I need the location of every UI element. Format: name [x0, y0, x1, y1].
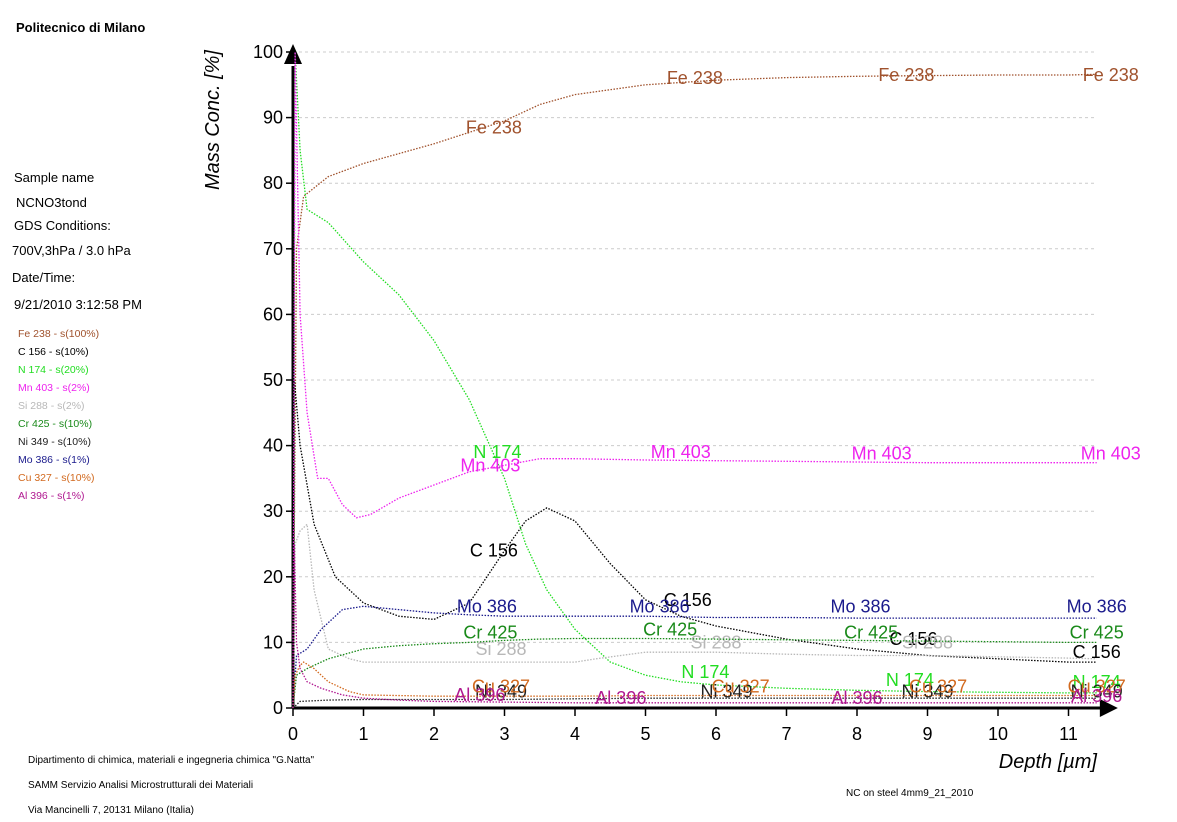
series-label: N 174 [473, 442, 521, 462]
legend: Fe 238 - s(100%) C 156 - s(10%) N 174 - s(… [18, 325, 99, 505]
series-label: Cu 327 [909, 676, 967, 696]
series-line [292, 661, 1097, 709]
series-label: Mn 403 [651, 442, 711, 462]
series-label: Ni 349 [901, 682, 953, 702]
y-tick-label: 10 [263, 632, 283, 652]
series-label: Mo 386 [831, 596, 891, 616]
series-line [292, 51, 1097, 709]
series-label: Cr 425 [463, 623, 517, 643]
series-label: Fe 238 [1083, 65, 1139, 85]
y-axis-label: Mass Conc. [%] [202, 50, 224, 190]
legend-item: Mn 403 - s(2%) [18, 382, 90, 394]
series-label: Mn 403 [460, 455, 520, 475]
legend-item: Cu 327 - s(10%) [18, 472, 95, 484]
x-tick-label: 3 [499, 724, 509, 744]
sample-name-value: NCNO3tond [16, 195, 87, 210]
x-tick-label: 2 [429, 724, 439, 744]
series-label: Mo 386 [457, 596, 517, 616]
series-label: Cu 327 [1068, 676, 1126, 696]
legend-item: Si 288 - s(2%) [18, 400, 85, 412]
x-tick-label: 4 [570, 724, 580, 744]
series-label: Fe 238 [667, 68, 723, 88]
x-axis-label: Depth [µm] [999, 751, 1098, 773]
series-label: Si 288 [902, 632, 953, 652]
series-label: Mn 403 [1081, 443, 1141, 463]
series-label: C 156 [470, 541, 518, 561]
series-label: C 156 [664, 590, 712, 610]
series-label: N 174 [1073, 672, 1121, 692]
series-line [292, 73, 1097, 709]
legend-item: C 156 - s(10%) [18, 346, 89, 358]
series-label: Mo 386 [1067, 596, 1127, 616]
series-label: Fe 238 [466, 117, 522, 137]
series-label: Cu 327 [472, 676, 530, 696]
y-axis-arrow [284, 44, 302, 64]
series-label: N 174 [681, 662, 729, 682]
sample-name-label: Sample name [14, 170, 95, 185]
x-tick-label: 9 [922, 724, 932, 744]
legend-item: Cr 425 - s(10%) [18, 418, 93, 430]
legend-item: N 174 - s(20%) [18, 364, 89, 376]
legend-item: Ni 349 - s(10%) [18, 436, 91, 448]
series-label: Al 396 [595, 688, 646, 708]
series-label: C 156 [889, 629, 937, 649]
x-tick-label: 7 [781, 724, 791, 744]
y-tick-label: 50 [263, 370, 283, 390]
series-line [292, 51, 1097, 709]
datetime-label: Date/Time: [12, 270, 76, 285]
series-label: Si 288 [690, 632, 741, 652]
x-tick-label: 5 [640, 724, 650, 744]
institution-name: Politecnico di Milano [16, 20, 146, 35]
footer-department: Dipartimento di chimica, materiali e ing… [28, 755, 315, 766]
x-tick-label: 8 [852, 724, 862, 744]
y-tick-label: 80 [263, 173, 283, 193]
y-tick-label: 70 [263, 239, 283, 259]
series-label: Al 396 [1071, 686, 1122, 706]
series-label: Al 396 [831, 688, 882, 708]
gds-conditions-value: 700V,3hPa / 3.0 hPa [12, 243, 131, 258]
footer-address: Via Mancinelli 7, 20131 Milano (Italia) [28, 805, 195, 816]
series-label: Cr 425 [1070, 623, 1124, 643]
series-label: Mo 386 [630, 596, 690, 616]
datetime-value: 9/21/2010 3:12:58 PM [14, 297, 142, 312]
y-tick-label: 30 [263, 501, 283, 521]
y-tick-label: 100 [253, 42, 283, 62]
series-line [292, 637, 1097, 709]
series-label: Cr 425 [844, 623, 898, 643]
x-tick-label: 1 [358, 724, 368, 744]
series-label: Mn 403 [852, 443, 912, 463]
series-line [292, 522, 1097, 709]
file-name: NC on steel 4mm9_21_2010 [846, 788, 974, 799]
legend-item: Mo 386 - s(1%) [18, 454, 90, 466]
y-tick-label: 60 [263, 304, 283, 324]
series-line [292, 543, 1097, 709]
series-line [292, 697, 1097, 709]
legend-item: Al 396 - s(1%) [18, 490, 85, 502]
y-tick-label: 20 [263, 567, 283, 587]
x-tick-label: 6 [711, 724, 721, 744]
series-label: N 174 [886, 670, 934, 690]
footer-service: SAMM Servizio Analisi Microstrutturali d… [28, 780, 254, 791]
y-tick-label: 0 [273, 698, 283, 718]
x-tick-label: 10 [988, 724, 1008, 744]
series-label: Fe 238 [878, 65, 934, 85]
series-label: Al 396 [454, 685, 505, 705]
series-label: C 156 [1073, 642, 1121, 662]
series-label: Ni 349 [475, 682, 527, 702]
x-tick-label: 0 [288, 724, 298, 744]
legend-item: Fe 238 - s(100%) [18, 328, 100, 340]
series-label: Ni 349 [701, 682, 753, 702]
x-axis-arrow [1099, 699, 1118, 717]
y-tick-label: 90 [263, 108, 283, 128]
series-label: Cu 327 [712, 676, 770, 696]
y-tick-label: 40 [263, 436, 283, 456]
gds-conditions-label: GDS Conditions: [14, 218, 111, 233]
x-tick-label: 11 [1059, 724, 1078, 744]
series-label: Ni 349 [1071, 682, 1123, 702]
series-line [292, 379, 1097, 709]
series-line [292, 605, 1097, 709]
series-label: Cr 425 [643, 619, 697, 639]
series-label: Si 288 [475, 639, 526, 659]
